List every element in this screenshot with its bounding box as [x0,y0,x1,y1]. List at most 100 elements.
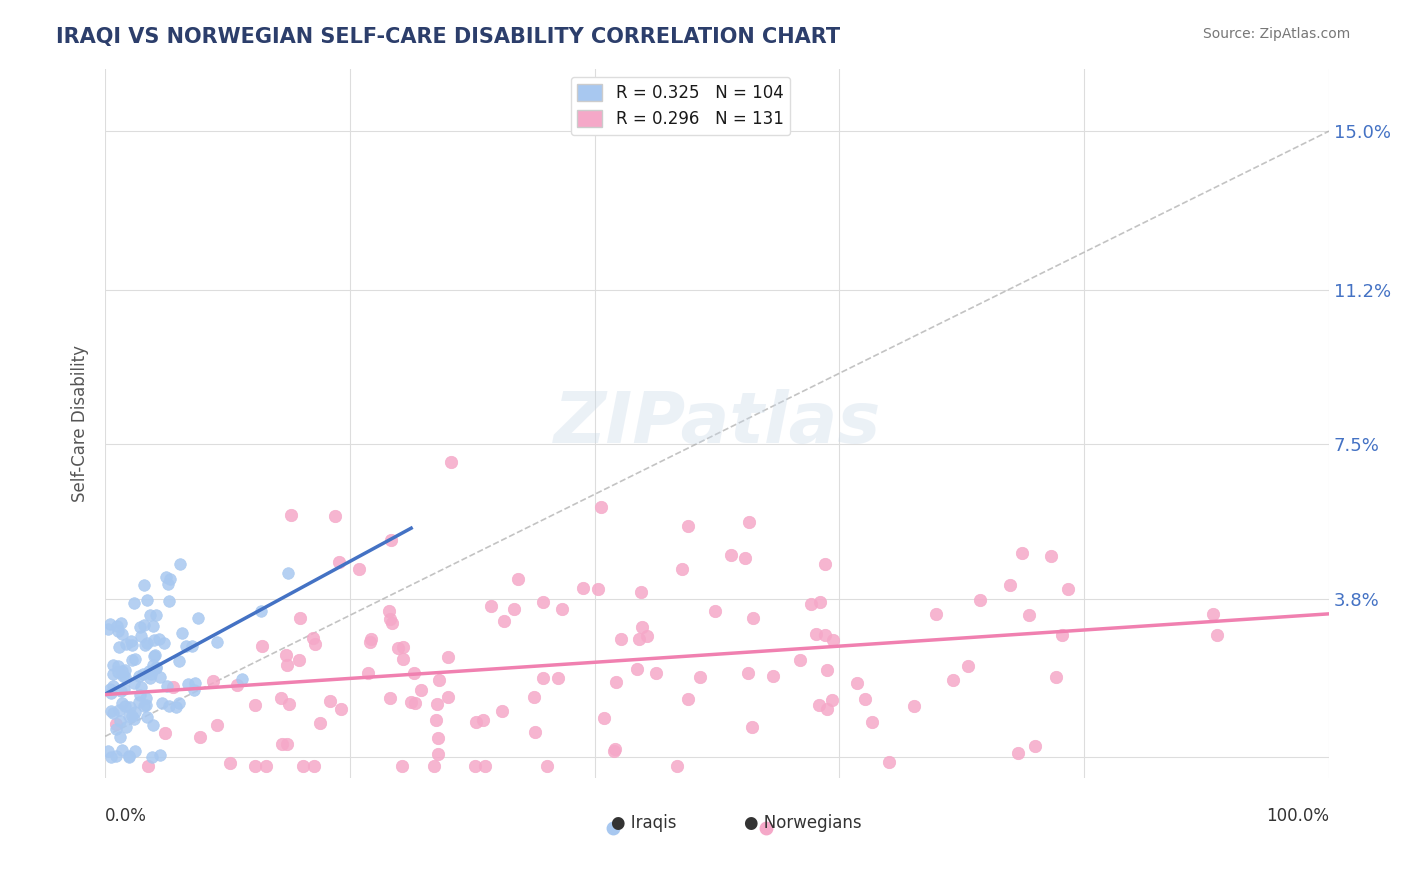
Point [1011,546,1033,560]
Point [157,576,180,591]
Point [276,737,298,751]
Point [108,640,131,655]
Point [853,691,876,706]
Point [292,758,315,772]
Point [187,611,209,625]
Point [610,632,633,646]
Point [644,666,666,681]
Point [969,592,991,607]
Point [114,699,136,714]
Point [121,638,143,652]
Point [1018,607,1040,622]
Point [132,618,155,632]
Point [380,612,402,626]
Point [118,750,141,764]
Point [183,682,205,697]
Text: ● Iraqis: ● Iraqis [612,814,676,831]
Point [149,670,172,684]
Point [167,654,190,668]
Point [105,716,128,731]
Point [107,703,129,717]
Point [531,671,554,685]
Point [808,595,831,609]
Point [503,601,526,615]
Point [626,662,648,676]
Point [440,455,463,469]
Point [231,672,253,686]
Point [464,758,486,772]
Point [737,516,759,530]
Point [142,619,165,633]
Point [391,758,413,772]
Text: ZIPatlas: ZIPatlas [554,389,880,458]
Point [357,665,380,680]
Point [145,659,167,673]
Point [110,714,132,728]
Point [138,665,160,679]
Point [804,627,827,641]
Point [720,548,742,562]
Point [387,640,409,655]
Point [821,632,844,647]
Point [129,629,152,643]
Point [148,632,170,646]
Point [807,698,830,713]
Point [676,692,699,706]
Point [98,617,121,632]
Point [107,665,129,680]
Point [170,626,193,640]
Point [703,604,725,618]
Point [250,604,273,618]
Point [124,712,146,726]
Point [287,653,309,667]
Point [479,599,502,614]
Text: 100.0%: 100.0% [1265,806,1329,824]
Point [347,562,370,576]
Point [122,675,145,690]
Point [243,698,266,712]
Point [101,667,124,681]
Point [820,693,842,707]
Point [105,723,128,737]
Point [139,666,162,681]
Point [111,627,134,641]
Point [508,573,530,587]
Point [323,508,346,523]
Point [205,717,228,731]
Point [427,673,450,688]
Point [630,585,652,599]
Point [115,720,138,734]
Point [107,624,129,638]
Point [145,608,167,623]
Point [998,578,1021,592]
Point [737,666,759,681]
Point [800,597,823,611]
Point [139,671,162,685]
Point [97,744,120,758]
Point [243,758,266,772]
Point [425,713,447,727]
Point [536,758,558,772]
Point [271,737,294,751]
Point [593,711,616,725]
Text: IRAQI VS NORWEGIAN SELF-CARE DISABILITY CORRELATION CHART: IRAQI VS NORWEGIAN SELF-CARE DISABILITY … [56,27,841,46]
Point [145,661,167,675]
Point [139,607,162,622]
Point [134,638,156,652]
Point [471,713,494,727]
Point [174,640,197,654]
Point [845,676,868,690]
Point [605,675,627,690]
Point [141,749,163,764]
Point [111,669,134,683]
Text: ● Norwegians: ● Norwegians [744,814,862,831]
Point [1024,739,1046,753]
Point [426,747,449,761]
Point [97,622,120,636]
Point [110,684,132,698]
Point [111,696,134,710]
Point [129,689,152,703]
Point [391,640,413,654]
Point [734,551,756,566]
Point [1202,607,1225,621]
